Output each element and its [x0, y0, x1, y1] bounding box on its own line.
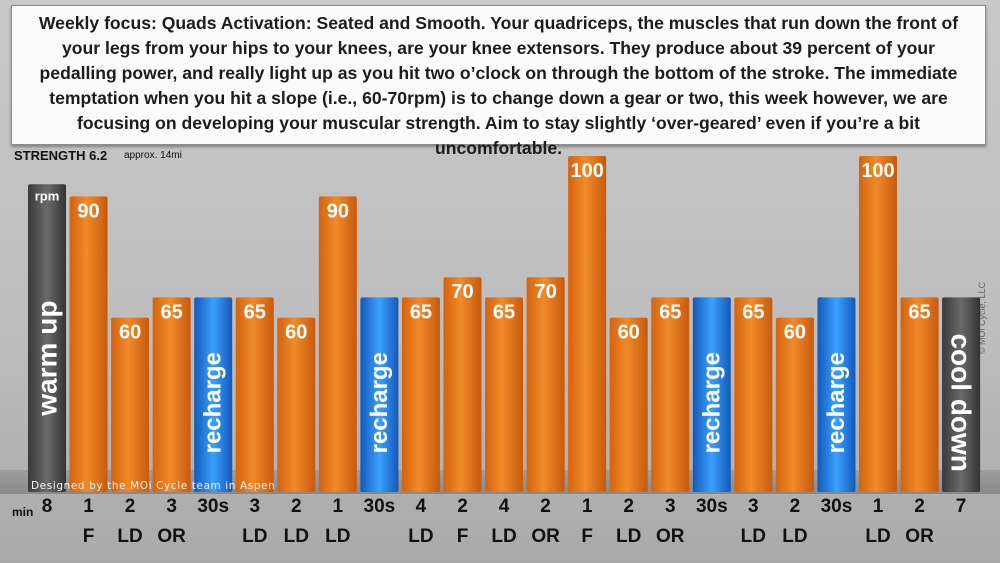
effort-bar-10	[401, 297, 440, 492]
rpm-value-label: 65	[493, 301, 515, 323]
segment-position: OR	[157, 526, 186, 547]
rpm-value-label: 65	[244, 301, 266, 323]
segment-duration: 1	[581, 496, 593, 517]
segment-position: OR	[531, 526, 560, 547]
segment-position: F	[82, 526, 95, 547]
segment-duration: 2	[789, 496, 801, 517]
effort-bar-18	[734, 297, 773, 492]
segment-position: LD	[283, 526, 309, 547]
rpm-value-label: 65	[659, 301, 681, 323]
rpm-value-label: 65	[161, 301, 183, 323]
rpm-value-label: 100	[570, 160, 603, 182]
recharge-label: recharge	[823, 352, 850, 453]
rpm-value-label: 90	[77, 200, 99, 222]
effort-bar-21	[859, 156, 897, 492]
effort-bar-16	[651, 297, 690, 492]
segment-duration: 1	[872, 496, 884, 517]
designer-credit: Designed by the MOi Cycle team in Aspen	[31, 480, 276, 492]
rpm-value-label: 65	[908, 301, 930, 323]
segment-duration: 4	[415, 496, 427, 517]
segment-duration: 30s	[695, 496, 728, 517]
rpm-value-label: 90	[327, 200, 349, 222]
segment-position: LD	[117, 526, 143, 547]
rpm-value-label: 60	[784, 322, 806, 344]
segment-duration: 3	[166, 496, 177, 517]
segment-position: LD	[740, 526, 767, 547]
effort-bar-7	[277, 317, 316, 492]
effort-bar-2	[69, 196, 108, 492]
rpm-unit-label: rpm	[35, 188, 60, 203]
minutes-row-label: min	[12, 505, 34, 519]
segment-position: F	[581, 526, 593, 547]
weekly-focus-text: Weekly focus: Quads Activation: Seated a…	[11, 5, 986, 158]
segment-position: F	[456, 526, 469, 547]
effort-bar-8	[318, 196, 357, 492]
effort-bar-14	[568, 156, 607, 492]
cooldown-label: cool down	[946, 333, 977, 471]
segment-position: LD	[865, 526, 891, 547]
segment-duration: 2	[291, 496, 302, 517]
segment-duration: 30s	[820, 496, 853, 517]
segment-position: OR	[905, 526, 934, 547]
segment-position: LD	[325, 526, 351, 547]
segment-duration: 7	[955, 496, 967, 517]
segment-duration: 3	[748, 496, 759, 517]
effort-bar-4	[152, 297, 191, 492]
recharge-bar-9	[360, 297, 399, 492]
recharge-label: recharge	[200, 352, 227, 453]
warmup-label: warm up	[32, 301, 63, 417]
recharge-bar-20	[817, 297, 856, 492]
segment-duration: 2	[623, 496, 634, 517]
recharge-label: recharge	[366, 352, 393, 453]
segment-position: LD	[408, 526, 434, 547]
rpm-value-label: 65	[742, 301, 764, 323]
rpm-value-label: 60	[285, 322, 307, 344]
segment-duration: 2	[540, 496, 551, 517]
workout-distance: approx. 14mi	[124, 150, 182, 161]
effort-bar-15	[609, 317, 648, 492]
rpm-value-label: 100	[861, 160, 894, 182]
workout-title: STRENGTH 6.2	[14, 148, 108, 163]
segment-duration: 2	[124, 496, 136, 517]
segment-duration: 4	[498, 496, 510, 517]
cooldown-bar-23	[942, 297, 981, 492]
recharge-bar-5	[194, 297, 233, 492]
effort-bar-3	[111, 317, 150, 492]
recharge-label: recharge	[698, 352, 725, 453]
segment-position: LD	[782, 526, 808, 547]
warmup-bar-1	[28, 184, 66, 492]
rpm-value-label: 65	[410, 301, 432, 323]
segment-duration: 3	[249, 496, 261, 517]
segment-duration: 8	[41, 496, 53, 517]
segment-duration: 1	[83, 496, 94, 517]
effort-bar-19	[775, 317, 814, 492]
rpm-value-label: 60	[119, 322, 141, 344]
effort-bar-6	[235, 297, 274, 492]
rpm-value-label: 70	[451, 281, 473, 303]
segment-duration: 2	[914, 496, 925, 517]
segment-duration: 3	[664, 496, 676, 517]
segment-position: LD	[616, 526, 642, 547]
effort-bar-12	[485, 297, 524, 492]
recharge-bar-17	[692, 297, 731, 492]
segment-duration: 1	[332, 496, 344, 517]
segment-duration: 30s	[363, 496, 396, 517]
rpm-value-label: 70	[534, 281, 556, 303]
segment-position: LD	[491, 526, 517, 547]
segment-duration: 30s	[197, 496, 230, 517]
effort-bar-13	[526, 277, 565, 492]
rpm-value-label: 60	[618, 322, 640, 344]
segment-position: LD	[242, 526, 268, 547]
segment-duration: 2	[457, 496, 468, 517]
effort-bar-11	[443, 277, 482, 492]
effort-bar-22	[900, 297, 939, 492]
segment-position: OR	[656, 526, 685, 547]
